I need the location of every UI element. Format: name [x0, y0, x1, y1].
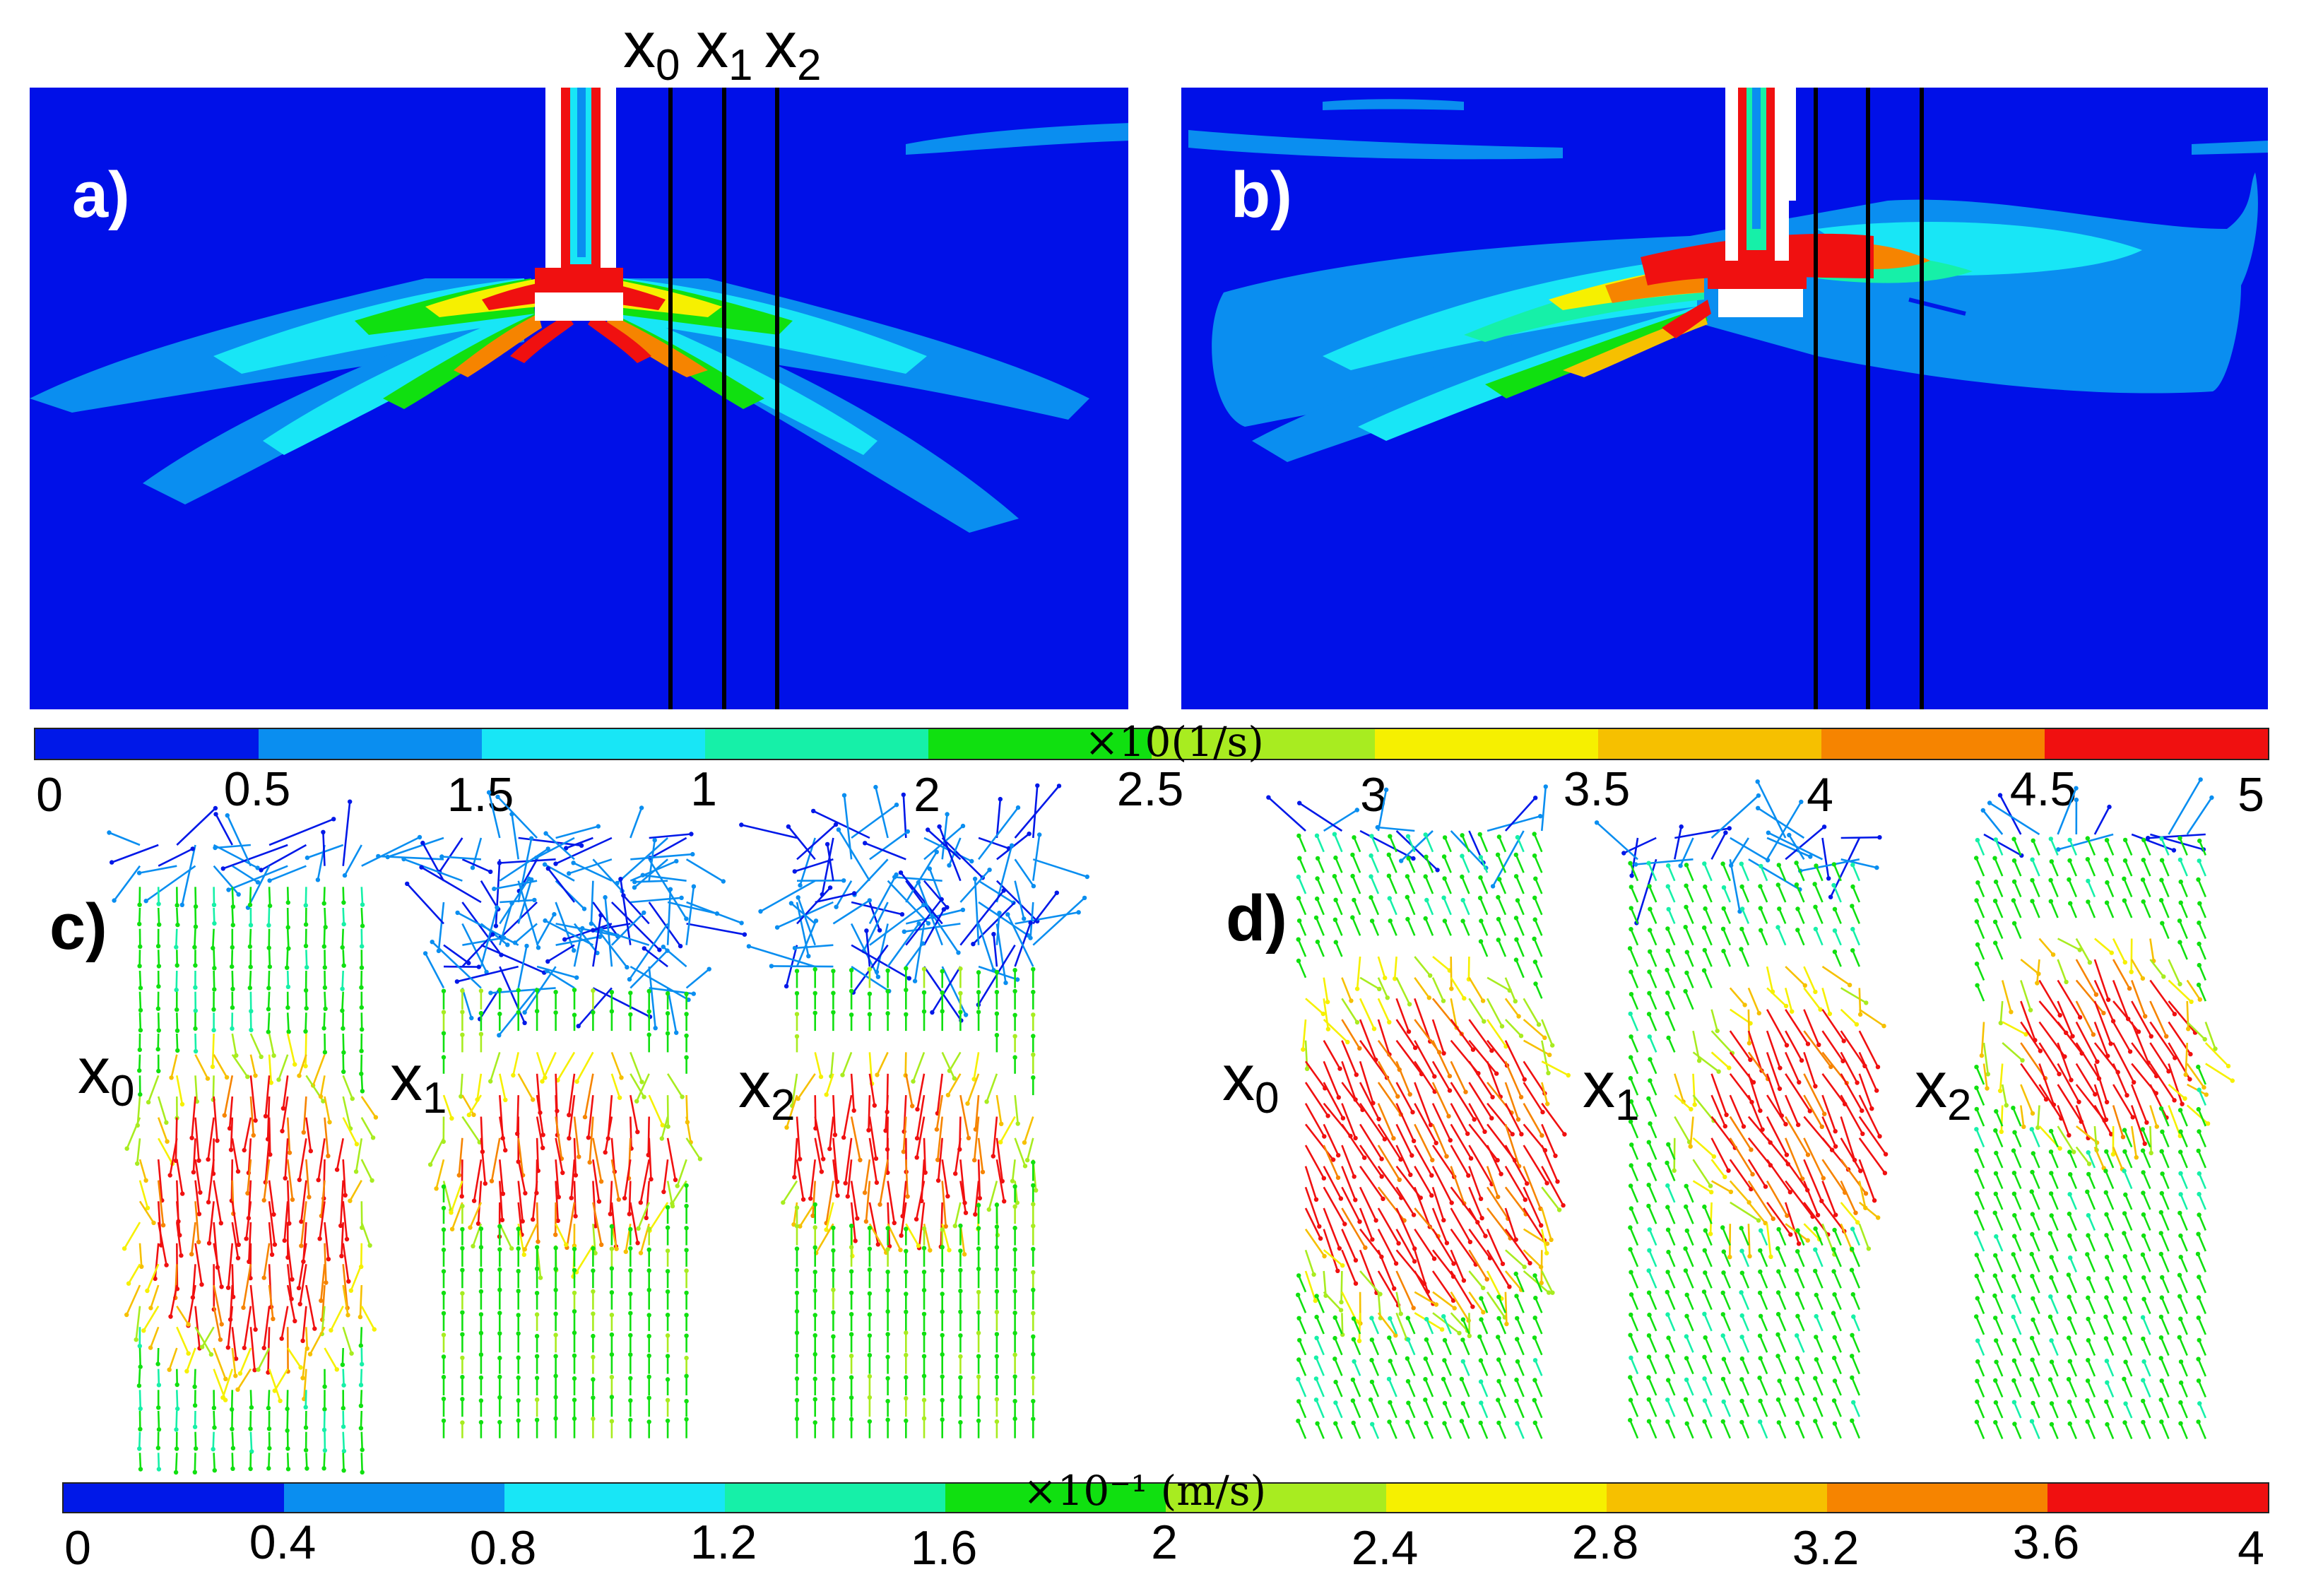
section-label-c-x0: x0 [78, 1035, 135, 1116]
shear-rate-colorbar [34, 728, 2269, 760]
colorbar-tick-label: 0.5 [223, 762, 291, 816]
colorbar-tick-label: 1.6 [910, 1521, 978, 1575]
section-label-d-x0: x0 [1222, 1042, 1279, 1123]
colorbar-tick-label: 3.6 [2012, 1515, 2080, 1569]
section-label-c-x1: x1 [390, 1042, 447, 1123]
colorbar-tick-label: 2.5 [1116, 762, 1184, 816]
colorbar-segment [64, 1484, 284, 1512]
colorbar-segment [259, 729, 482, 759]
colorbar-tick-label: 2 [914, 768, 940, 822]
colorbar-tick-label: 1.5 [447, 768, 514, 822]
colorbar-segment [1152, 729, 1375, 759]
colorbar-segment [928, 729, 1152, 759]
colorbar-segment [504, 1484, 725, 1512]
colorbar-segment [2047, 1484, 2268, 1512]
colorbar-tick-label: 4.5 [2009, 762, 2077, 816]
colorbar-tick-label: 2.4 [1351, 1521, 1419, 1575]
colorbar-segment [1166, 1484, 1386, 1512]
colorbar-segment [1827, 1484, 2047, 1512]
colorbar-tick-label: 4 [2238, 1521, 2264, 1575]
vector-field-c-x2 [739, 783, 1090, 1438]
colorbar-segment [482, 729, 705, 759]
colorbar-segment [1607, 1484, 1827, 1512]
contour-plot-a [30, 88, 1128, 709]
colorbar-tick-label: 0.8 [469, 1521, 537, 1575]
colorbar-tick-label: 1 [690, 762, 717, 816]
colorbar-tick-label: 5 [2238, 768, 2264, 822]
colorbar-segment [1598, 729, 1821, 759]
section-label-top-x2: x2 [764, 9, 822, 90]
colorbar-segment [1375, 729, 1598, 759]
panel-label-a: a) [72, 159, 130, 231]
vector-field-c-x1 [376, 790, 747, 1438]
velocity-colorbar [62, 1482, 2269, 1513]
panel-label-d: d) [1226, 882, 1287, 954]
colorbar-segment [725, 1484, 945, 1512]
section-label-c-x2: x2 [738, 1049, 796, 1130]
section-label-top-x0: x0 [623, 9, 680, 90]
colorbar-tick-label: 1.2 [690, 1515, 757, 1569]
colorbar-segment [945, 1484, 1166, 1512]
colorbar-tick-label: 0.4 [249, 1515, 317, 1569]
colorbar-tick-label: 0 [36, 768, 63, 822]
shear-colorbar-title: ×10(1/s) [1085, 718, 1264, 766]
colorbar-segment [35, 729, 259, 759]
colorbar-segment [284, 1484, 504, 1512]
colorbar-tick-label: 0 [64, 1521, 91, 1575]
panel-label-b: b) [1231, 159, 1292, 231]
colorbar-segment [1821, 729, 2045, 759]
colorbar-segment [2045, 729, 2268, 759]
colorbar-segment [1386, 1484, 1607, 1512]
colorbar-tick-label: 3.5 [1563, 762, 1631, 816]
panel-label-c: c) [49, 891, 107, 963]
colorbar-tick-label: 3.2 [1792, 1521, 1860, 1575]
colorbar-tick-label: 2.8 [1571, 1515, 1639, 1569]
colorbar-tick-label: 2 [1151, 1515, 1178, 1569]
vector-field-d-x2 [1973, 777, 2235, 1440]
contour-panel-a: a) [30, 88, 1128, 709]
velocity-colorbar-title: ×10⁻¹ (m/s) [1022, 1467, 1267, 1515]
colorbar-segment [705, 729, 928, 759]
section-label-top-x1: x1 [696, 9, 753, 90]
vector-field-d-x1 [1594, 779, 1889, 1439]
vector-field-d-x0 [1266, 784, 1571, 1439]
contour-panel-b: b) [1181, 88, 2268, 709]
contour-plot-b [1188, 88, 2268, 709]
section-label-d-x2: x2 [1915, 1049, 1972, 1130]
vector-field-c-x0 [107, 799, 422, 1475]
section-label-d-x1: x1 [1583, 1049, 1640, 1130]
colorbar-tick-label: 4 [1807, 768, 1833, 822]
